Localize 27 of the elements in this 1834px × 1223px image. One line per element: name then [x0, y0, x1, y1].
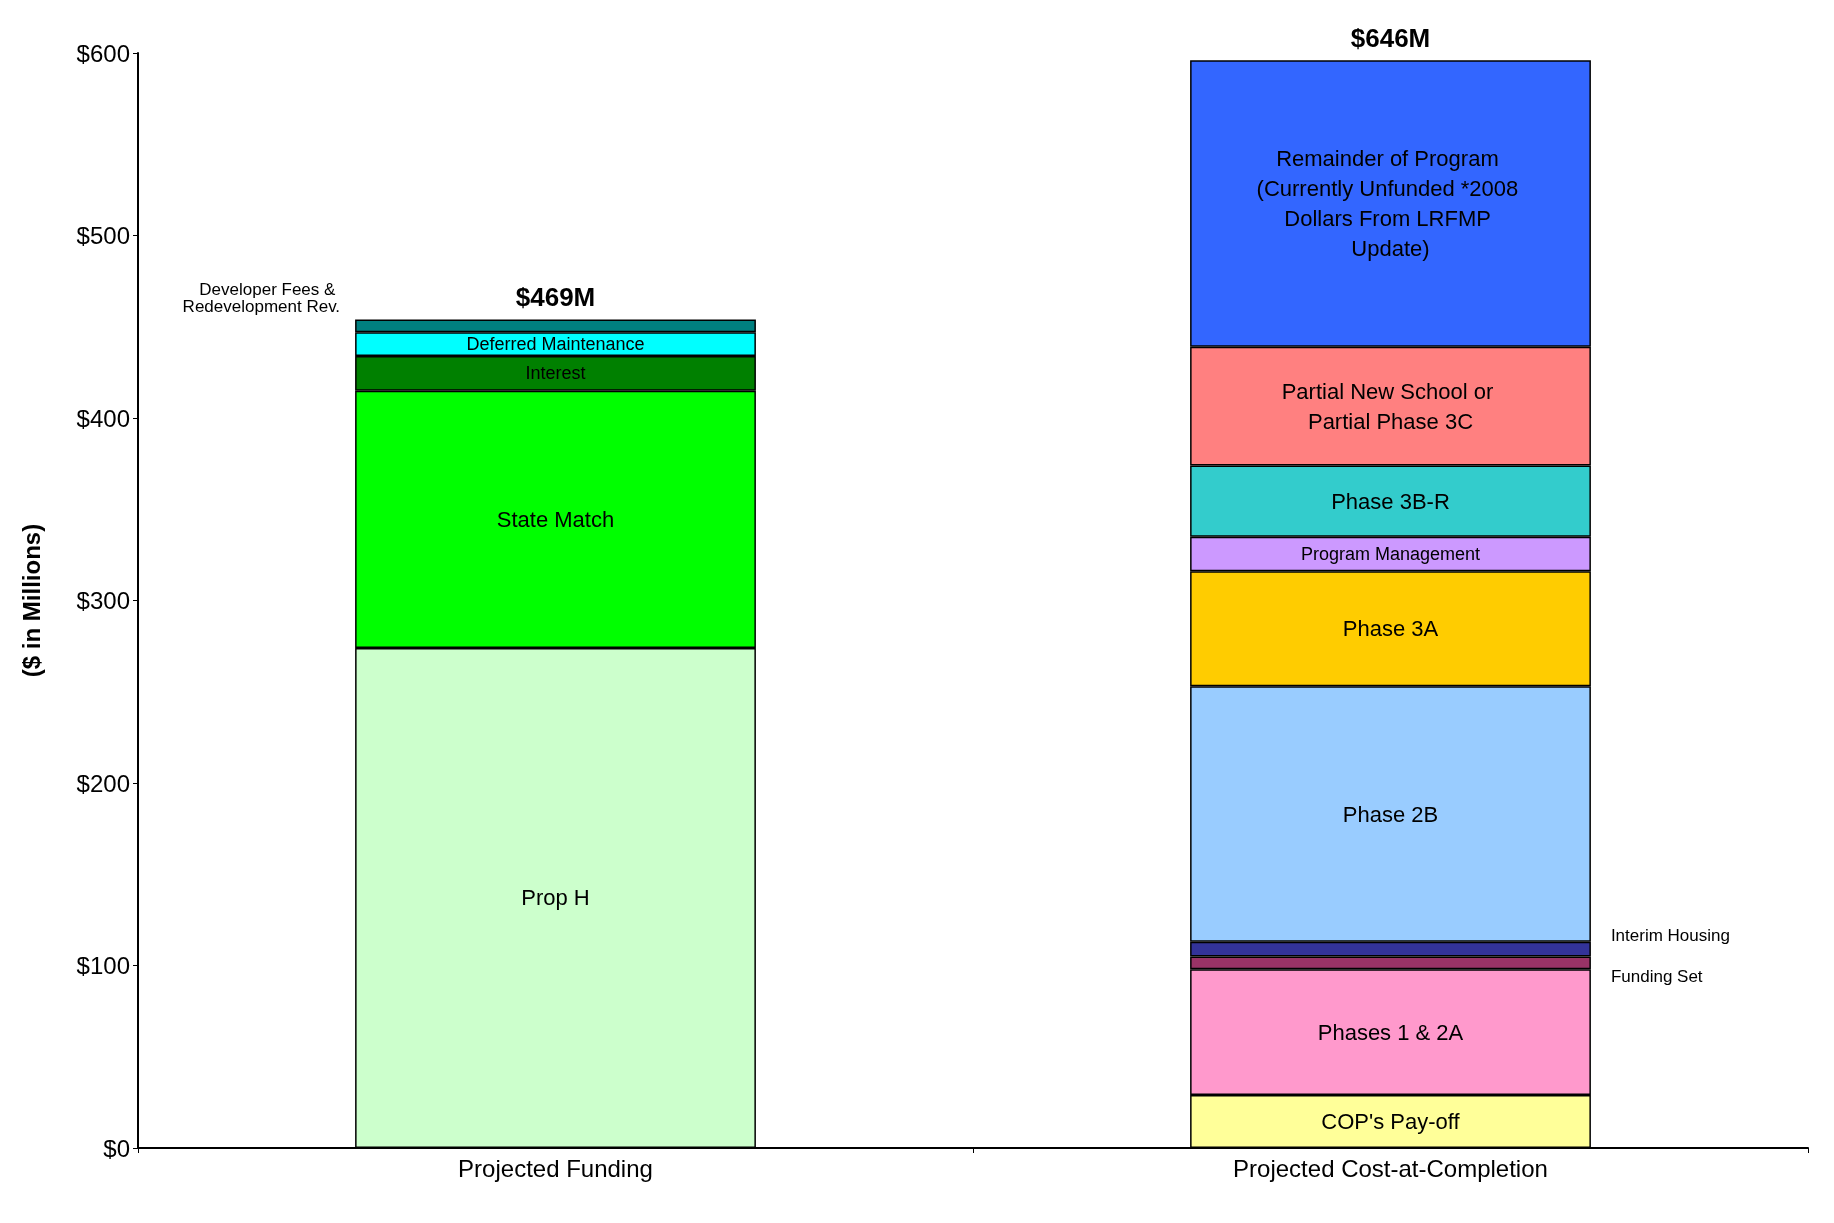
series-label: Remainder of Program (Currently Unfunded *2008 Dollars From LRFMP Update): [1256, 146, 1525, 262]
series-label: Developer Fees & Redevelopment Rev.: [182, 279, 341, 316]
series-label: Program Management: [1300, 543, 1481, 564]
annotation: $646M: [1350, 23, 1431, 54]
x-tick-label: Projected Funding: [458, 1154, 653, 1182]
annotation: $469M: [515, 282, 596, 313]
series-label: Phase 3B-R: [1331, 488, 1450, 514]
series-label: Phase 2B: [1342, 801, 1439, 827]
series-label: Prop H: [521, 885, 590, 911]
series-label: Partial New School or Partial Phase 3C: [1281, 378, 1500, 434]
y-tick-label: $300: [76, 587, 130, 614]
series-label: Phase 3A: [1342, 616, 1439, 642]
series-label: Interim Housing: [1610, 925, 1730, 945]
y-tick-label: $400: [76, 404, 130, 432]
y-axis-title: ($ in Millions): [17, 523, 45, 678]
y-tick-label: $200: [76, 769, 130, 797]
series-label: Interest: [525, 363, 586, 384]
series-label: Funding Set: [1610, 967, 1703, 987]
series-label: COP's Pay-off: [1321, 1109, 1461, 1135]
series-label: Deferred Maintenance: [466, 334, 645, 355]
series-label: Phases 1 & 2A: [1317, 1019, 1464, 1045]
y-tick-label: $0: [103, 1134, 130, 1162]
x-tick-label: Projected Cost-at-Completion: [1233, 1154, 1548, 1182]
y-tick-label: $500: [76, 222, 130, 249]
series-label: State Match: [496, 506, 615, 532]
y-tick-label: $600: [76, 39, 130, 67]
y-tick-label: $100: [76, 952, 130, 979]
